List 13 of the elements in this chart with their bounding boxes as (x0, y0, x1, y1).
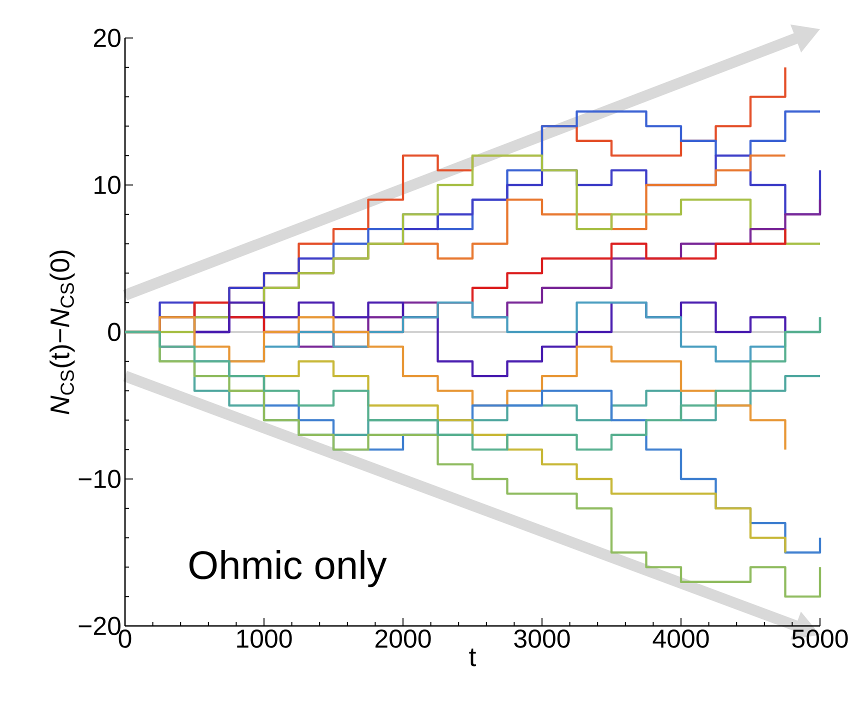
y-axis-title: N$_{CS}$(t)−N$_{CS}$(0) (50, 250, 75, 414)
y-tick-label: −10 (78, 470, 120, 488)
y-tick-label: 0 (108, 322, 120, 342)
x-tick-label: 4000 (652, 630, 709, 648)
x-tick-label: 2000 (375, 630, 431, 648)
annotation: Ohmic only (190, 550, 387, 588)
y-tick-label: −20 (78, 616, 120, 636)
y-tick-label: 10 (94, 176, 120, 194)
x-tick-label: 5000 (792, 630, 848, 648)
y-tick-label: 20 (94, 28, 120, 48)
x-tick-label: 1000 (237, 630, 292, 648)
x-tick-label: 3000 (514, 630, 570, 648)
x-axis-title: t (469, 648, 476, 666)
